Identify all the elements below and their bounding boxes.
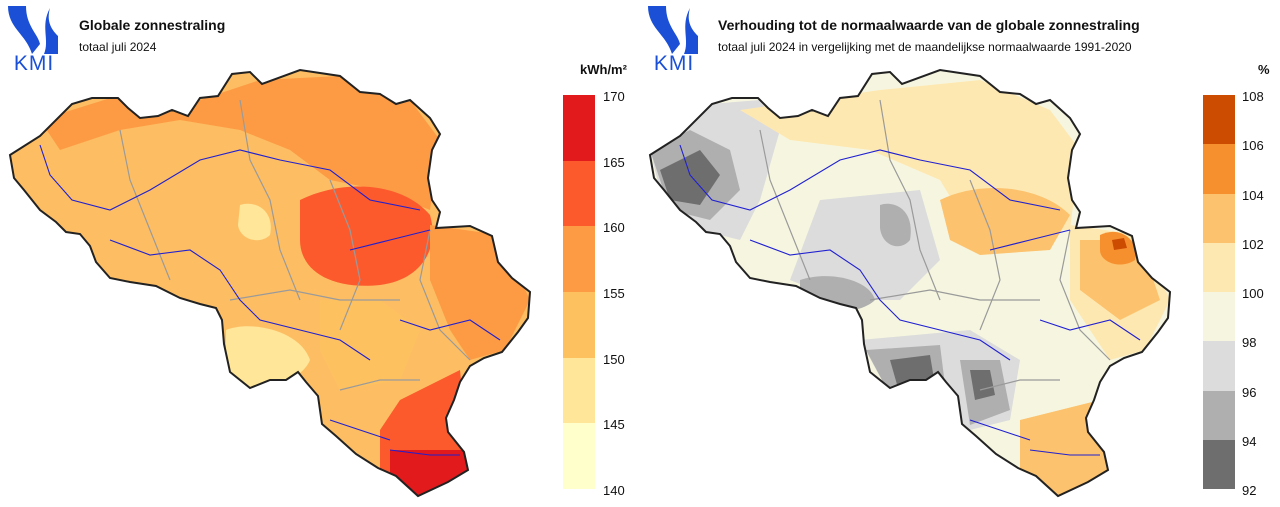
legend-tick-label: 155 [603, 286, 625, 301]
kmi-logo-icon [648, 6, 698, 54]
legend-swatch [1203, 341, 1235, 391]
legend-tick-label: 106 [1242, 138, 1264, 154]
legend-swatch [563, 357, 595, 424]
legend-tick-label: 92 [1242, 483, 1257, 498]
legend-tick-label: 100 [1242, 286, 1264, 301]
region-east-max [1112, 238, 1127, 250]
legend-tick-label: 165 [603, 154, 625, 170]
legend-tick-label: 96 [1242, 384, 1257, 400]
kmi-logo: KMI [6, 4, 60, 74]
country-border [648, 68, 1172, 498]
region-centre-mid-grey [880, 203, 911, 247]
legend-tick-label: 140 [603, 483, 625, 498]
rivers [679, 144, 1141, 456]
region-mid [320, 300, 420, 390]
legend-swatch [1203, 292, 1235, 342]
legend-swatch [563, 226, 595, 292]
rivers [39, 144, 501, 456]
color-legend [1203, 95, 1235, 489]
legend-unit: % [1258, 62, 1270, 77]
region-centre-high [300, 186, 433, 286]
country-border [8, 68, 532, 498]
legend-unit: kWh/m² [580, 62, 627, 77]
solar-radiation-map-panel: KMI Globale zonnestraling totaal juli 20… [6, 4, 627, 498]
legend-tick-label: 170 [603, 89, 625, 104]
legend-tick-label: 104 [1242, 187, 1264, 203]
logo-text: KMI [653, 52, 695, 75]
belgium-map [648, 68, 1172, 498]
region-sw-dark [890, 355, 935, 395]
legend-swatch [1203, 95, 1235, 145]
province-borders [119, 99, 471, 391]
legend-swatch [1203, 193, 1235, 243]
solar-ratio-map-panel: KMI Verhouding tot de normaalwaarde van … [640, 0, 1280, 507]
region-low-patch [238, 203, 271, 241]
legend-swatch [1203, 242, 1235, 292]
legend-tick-label: 108 [1242, 89, 1264, 104]
map-title: Verhouding tot de normaalwaarde van de g… [718, 17, 1140, 33]
legend-tick-label: 150 [603, 351, 625, 367]
legend-tick-label: 102 [1242, 236, 1264, 252]
map-subtitle: totaal juli 2024 [79, 40, 157, 54]
color-legend [563, 95, 595, 489]
legend-swatch [563, 291, 595, 358]
kmi-logo: KMI [646, 4, 700, 74]
logo-text: KMI [13, 52, 55, 75]
legend-swatch [1203, 439, 1235, 489]
map-title: Globale zonnestraling [79, 17, 226, 33]
map-subtitle: totaal juli 2024 in vergelijking met de … [718, 40, 1132, 54]
kmi-logo-icon [8, 6, 58, 54]
region-southwest-low [226, 326, 310, 388]
region-south-dark [970, 370, 995, 400]
legend-swatch [563, 160, 595, 227]
legend-swatch [1203, 144, 1235, 194]
belgium-map [8, 68, 532, 498]
legend-swatch [1203, 390, 1235, 440]
legend-tick-label: 145 [603, 417, 625, 433]
legend-swatch [563, 95, 595, 161]
province-borders [759, 99, 1111, 391]
legend-tick-label: 160 [603, 220, 625, 236]
legend-tick-label: 94 [1242, 433, 1257, 449]
legend-swatch [563, 423, 595, 489]
legend-tick-label: 98 [1242, 335, 1257, 351]
